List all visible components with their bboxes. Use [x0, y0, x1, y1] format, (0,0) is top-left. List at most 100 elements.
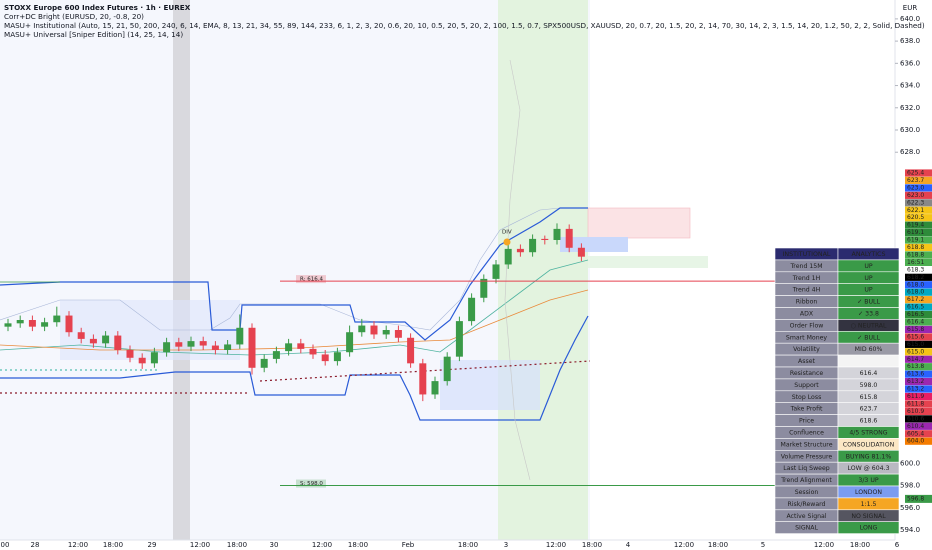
candle-body	[529, 238, 537, 253]
x-tick-label: 12:00	[68, 541, 88, 549]
candle-body	[480, 278, 488, 298]
table-label: Confluence	[789, 429, 824, 436]
price-tag	[905, 236, 932, 244]
candle-body	[65, 315, 73, 333]
last-price-tag	[905, 494, 932, 503]
candle-body	[431, 381, 439, 395]
table-value: 616.4	[860, 370, 878, 377]
candle-body	[577, 247, 585, 257]
x-tick-label: 00	[1, 541, 10, 549]
price-tag	[905, 370, 932, 378]
resistance-label: R: 616.4	[300, 277, 323, 283]
price-tag-label: 610.9	[907, 408, 924, 415]
resistance-tag	[296, 275, 326, 284]
y-tick-label: 630.0	[900, 126, 920, 134]
table-label: ADX	[800, 310, 814, 317]
indicator-label: MASU+ Institutional (Auto, 15, 21, 50, 2…	[4, 21, 925, 30]
table-label: Order Flow	[790, 322, 824, 329]
x-tick-label: 12:00	[546, 541, 566, 549]
support-label: S: 598.0	[300, 481, 323, 487]
y-tick-label: 640.0	[900, 15, 920, 23]
price-tag-label: 615.0	[907, 341, 924, 348]
price-tag-label: 604.0	[907, 438, 924, 445]
candle-body	[443, 356, 451, 382]
candle-body	[333, 352, 341, 362]
table-value: LONG	[860, 525, 878, 532]
support-tag	[296, 479, 326, 488]
zone	[440, 360, 540, 410]
x-tick-label: 18:00	[348, 541, 368, 549]
table-value: UP	[864, 287, 873, 294]
table-value: MID 60%	[855, 346, 883, 353]
price-tag-label: 616.4	[907, 319, 924, 326]
table-value: 618.6	[860, 418, 878, 425]
zone	[560, 237, 628, 252]
table-label: Price	[799, 418, 814, 425]
table-label: Take Profit	[790, 406, 823, 413]
channel-upper	[0, 207, 588, 341]
candle-body	[53, 315, 61, 323]
candle-body	[297, 343, 305, 349]
price-tag-label: 615.6	[907, 333, 924, 340]
price-tag	[905, 392, 932, 401]
candle-body	[455, 321, 463, 357]
x-tick-label: 6	[895, 541, 900, 549]
table-value: NO SIGNAL	[851, 513, 886, 520]
candle-body	[382, 330, 390, 335]
price-tag-label: 616.5	[907, 304, 924, 311]
table-label: Smart Money	[786, 334, 828, 341]
price-tag-label: 613.2	[907, 378, 924, 385]
y-tick-label: 628.0	[900, 148, 920, 156]
price-tag-label: 614.7	[907, 356, 924, 363]
envelope	[0, 207, 588, 331]
table-header: ANALYTICS	[852, 251, 886, 258]
candle-body	[394, 330, 402, 338]
price-tag	[905, 206, 932, 214]
y-tick-label: 596.0	[900, 504, 920, 512]
x-tick-label: 18:00	[708, 541, 728, 549]
price-tag	[905, 400, 932, 408]
currency: EUR	[903, 4, 918, 12]
price-tag	[905, 229, 932, 237]
zone	[588, 256, 708, 268]
candle-body	[89, 338, 97, 344]
candle-body	[565, 228, 573, 248]
session-band	[498, 0, 588, 540]
table-value: BUYING 81.1%	[846, 453, 892, 460]
x-tick-label: 5	[761, 541, 765, 549]
price-tag	[905, 214, 932, 222]
price-tag	[905, 385, 932, 393]
price-tag-label: 615.0	[907, 348, 924, 355]
x-tick-label: 4	[626, 541, 631, 549]
price-tag-label: 618.0	[907, 289, 924, 296]
price-tag-label: 616.5	[907, 311, 924, 318]
y-tick-label: 598.0	[900, 482, 920, 490]
table-value: 4/5 STRONG	[849, 429, 887, 436]
table-value: ✓ BULL	[857, 334, 880, 341]
candle-body	[199, 341, 207, 346]
price-tag	[905, 176, 932, 185]
price-tag	[905, 422, 932, 430]
price-tag-label: 611.9	[907, 393, 924, 400]
price-tag	[905, 303, 932, 311]
price-tag	[905, 251, 932, 259]
table-value: 615.8	[860, 394, 878, 401]
price-tag	[905, 310, 932, 319]
table-value: LONDON	[855, 489, 882, 496]
candle-body	[541, 238, 549, 240]
table-label: Ribbon	[796, 299, 818, 306]
candle-body	[248, 327, 256, 368]
candle-body	[77, 332, 85, 339]
price-tag	[905, 437, 932, 445]
candle-body	[28, 320, 36, 327]
price-tag	[905, 355, 932, 363]
price-tag	[905, 325, 932, 334]
price-tag-label: 623.0	[907, 184, 924, 191]
price-tag	[905, 348, 932, 356]
candle-body	[370, 325, 378, 335]
price-tag	[905, 243, 932, 252]
x-tick-label: 3	[504, 541, 508, 549]
price-tag-label: 613.8	[907, 363, 924, 370]
price-tag-label: 617.2	[907, 296, 924, 303]
